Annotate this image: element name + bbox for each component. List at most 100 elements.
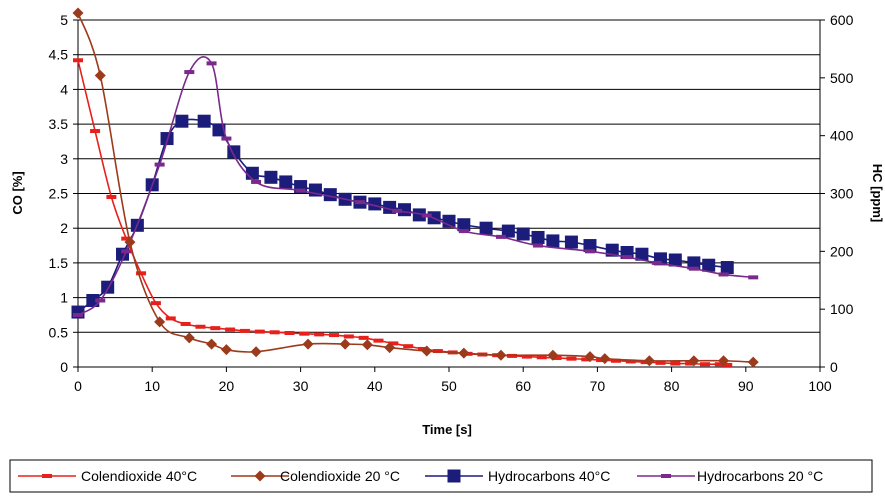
legend-marker bbox=[254, 470, 266, 482]
data-point bbox=[121, 249, 132, 254]
data-point bbox=[323, 188, 337, 202]
data-point bbox=[269, 330, 280, 335]
data-point bbox=[165, 316, 176, 321]
legend-label: Hydrocarbons 20 °C bbox=[697, 468, 823, 484]
y-right-tick-label: 600 bbox=[830, 12, 854, 28]
y-left-tick-label: 0 bbox=[60, 359, 68, 375]
y-right-tick-label: 100 bbox=[830, 301, 854, 317]
data-point bbox=[121, 236, 132, 241]
data-point bbox=[354, 200, 365, 205]
data-point bbox=[339, 338, 351, 350]
data-point bbox=[458, 229, 469, 234]
y-right-tick-label: 400 bbox=[830, 128, 854, 144]
y-left-tick-label: 4.5 bbox=[49, 47, 69, 63]
data-point bbox=[180, 321, 191, 326]
legend-label: Hydrocarbons 40°C bbox=[488, 468, 610, 484]
y-left-tick-label: 1.5 bbox=[49, 255, 69, 271]
data-point bbox=[599, 353, 611, 365]
legend-label: Colendioxide 40°C bbox=[81, 468, 197, 484]
data-point bbox=[264, 170, 278, 184]
legend-label: Colendioxide 20 °C bbox=[280, 468, 400, 484]
data-point bbox=[95, 298, 106, 303]
data-point bbox=[655, 360, 666, 365]
x-axis-title: Time [s] bbox=[422, 422, 472, 437]
data-point bbox=[702, 258, 716, 272]
x-tick-label: 30 bbox=[293, 378, 309, 394]
series-line bbox=[77, 56, 754, 316]
data-point bbox=[343, 334, 354, 339]
x-tick-label: 90 bbox=[738, 378, 754, 394]
data-point bbox=[722, 362, 733, 367]
data-point bbox=[688, 266, 699, 271]
y-left-tick-label: 1 bbox=[60, 290, 68, 306]
data-point bbox=[583, 239, 597, 253]
data-point bbox=[154, 316, 166, 328]
data-point bbox=[546, 234, 560, 248]
data-point bbox=[284, 330, 295, 335]
data-point bbox=[610, 358, 621, 363]
data-point bbox=[72, 7, 84, 19]
x-tick-label: 10 bbox=[144, 378, 160, 394]
y-left-tick-label: 2.5 bbox=[49, 186, 69, 202]
series-1 bbox=[72, 7, 759, 368]
x-tick-label: 100 bbox=[808, 378, 832, 394]
data-point bbox=[212, 123, 226, 137]
data-point bbox=[547, 349, 559, 361]
data-point bbox=[254, 329, 265, 334]
data-point bbox=[210, 326, 221, 331]
x-tick-label: 50 bbox=[441, 378, 457, 394]
data-point bbox=[421, 213, 432, 218]
data-point bbox=[714, 362, 725, 367]
x-tick-label: 20 bbox=[219, 378, 235, 394]
data-point bbox=[584, 351, 596, 363]
y-left-axis-title: CO [%] bbox=[10, 171, 25, 214]
data-point bbox=[651, 260, 662, 265]
y-left-tick-label: 5 bbox=[60, 12, 68, 28]
y-right-tick-label: 200 bbox=[830, 243, 854, 259]
data-point bbox=[551, 355, 562, 360]
data-point bbox=[668, 253, 682, 267]
y-right-axis-ticks: 0 100 200 300 400 500 600 bbox=[820, 12, 854, 375]
series-3 bbox=[73, 56, 759, 317]
data-point bbox=[124, 236, 136, 248]
legend: Colendioxide 40°C Colendioxide 20 °C Hydro… bbox=[9, 459, 873, 493]
data-point bbox=[457, 218, 471, 232]
data-point bbox=[206, 338, 218, 350]
data-point bbox=[421, 345, 433, 357]
data-point bbox=[622, 255, 633, 260]
y-right-axis-title: HC [ppm] bbox=[870, 164, 885, 223]
data-point bbox=[225, 327, 236, 332]
data-point bbox=[73, 58, 83, 63]
y-left-tick-label: 3 bbox=[60, 151, 68, 167]
y-left-axis-ticks: 0 0.5 1 1.5 2 2.5 3 3.5 4 4.5 5 bbox=[49, 12, 78, 375]
data-point bbox=[251, 179, 262, 184]
data-point bbox=[392, 208, 403, 213]
data-point bbox=[501, 224, 515, 238]
data-point bbox=[295, 188, 306, 193]
legend-marker bbox=[447, 469, 461, 483]
x-tick-label: 0 bbox=[74, 378, 82, 394]
grid-lines bbox=[78, 19, 820, 333]
data-point bbox=[516, 227, 530, 241]
x-tick-label: 40 bbox=[367, 378, 383, 394]
data-point bbox=[688, 355, 700, 367]
data-point bbox=[314, 332, 325, 337]
data-point bbox=[73, 312, 83, 317]
y-left-tick-label: 4 bbox=[60, 81, 68, 97]
data-point bbox=[635, 247, 649, 261]
legend-entry: Colendioxide 20 °C bbox=[231, 468, 400, 484]
data-point bbox=[479, 221, 493, 235]
data-point bbox=[94, 70, 106, 82]
data-point bbox=[625, 359, 636, 364]
data-point bbox=[195, 324, 206, 329]
data-point bbox=[412, 208, 426, 222]
data-point bbox=[150, 301, 161, 306]
legend-entry: Hydrocarbons 20 °C bbox=[637, 468, 823, 484]
data-point bbox=[521, 354, 532, 359]
data-point bbox=[239, 328, 250, 333]
data-point bbox=[197, 114, 211, 128]
data-point bbox=[221, 136, 232, 141]
data-point bbox=[495, 349, 507, 361]
data-point bbox=[643, 355, 655, 367]
